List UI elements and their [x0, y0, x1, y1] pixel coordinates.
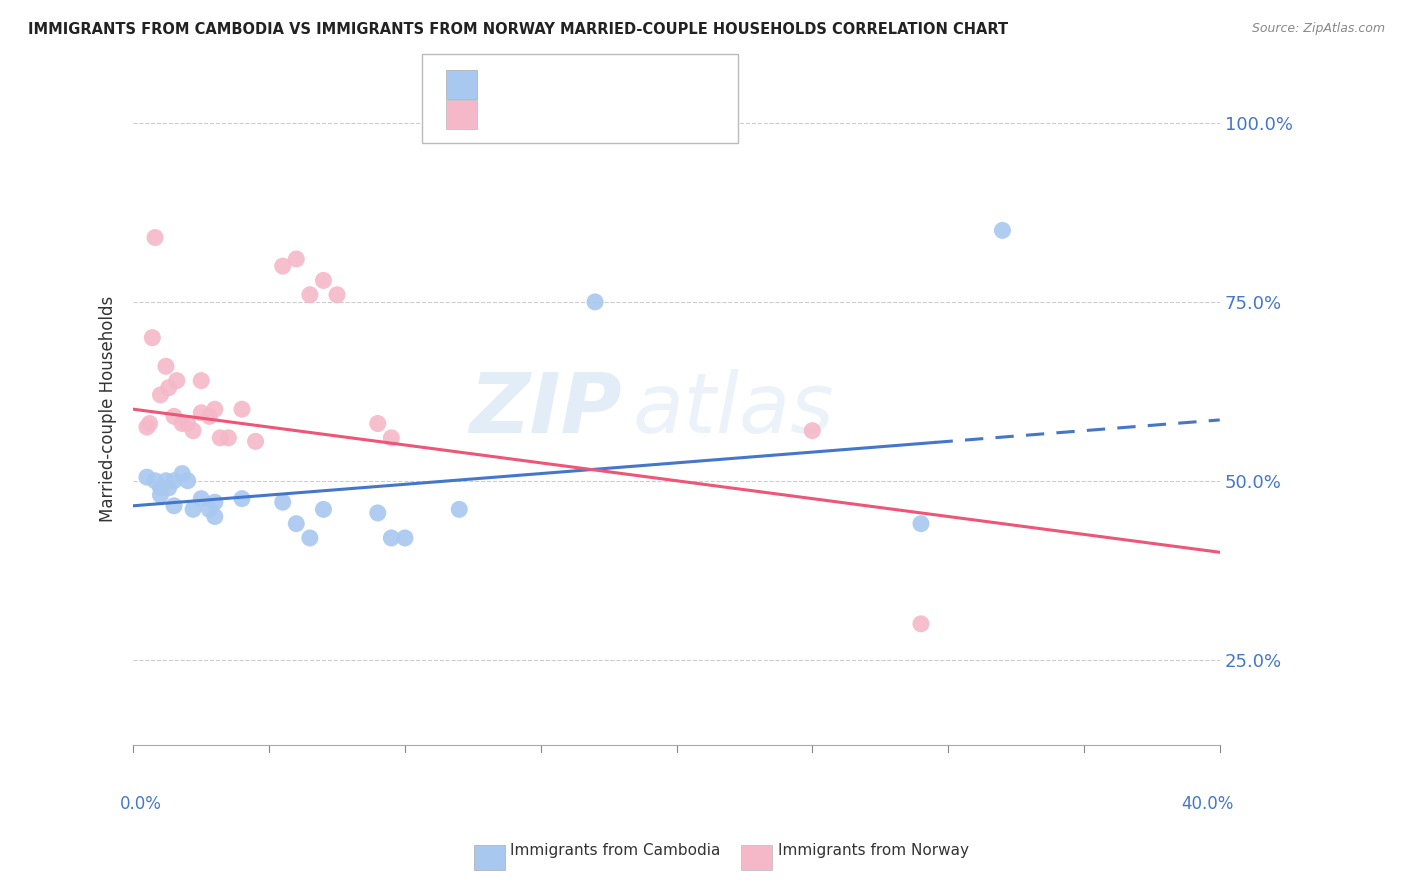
- Point: [285, 516, 308, 531]
- Point: [166, 374, 188, 388]
- Point: [326, 287, 349, 301]
- Point: [149, 488, 172, 502]
- Point: [157, 381, 180, 395]
- Point: [204, 509, 226, 524]
- Point: [367, 506, 389, 520]
- Point: [198, 502, 221, 516]
- Point: [181, 424, 204, 438]
- Y-axis label: Married-couple Households: Married-couple Households: [100, 296, 117, 523]
- Text: 40.0%: 40.0%: [1181, 796, 1233, 814]
- Point: [155, 474, 177, 488]
- Point: [138, 417, 160, 431]
- Point: [143, 230, 166, 244]
- Point: [312, 273, 335, 287]
- Point: [176, 474, 198, 488]
- Point: [163, 474, 186, 488]
- Text: Source: ZipAtlas.com: Source: ZipAtlas.com: [1251, 22, 1385, 36]
- Point: [190, 491, 212, 506]
- Point: [231, 491, 253, 506]
- Point: [285, 252, 308, 266]
- Text: Immigrants from Norway: Immigrants from Norway: [778, 843, 969, 858]
- Point: [910, 616, 932, 631]
- Point: [583, 294, 606, 309]
- Point: [394, 531, 416, 545]
- Text: R = -0.298   N = 29: R = -0.298 N = 29: [488, 105, 651, 124]
- Point: [155, 359, 177, 374]
- Text: ZIP: ZIP: [470, 368, 623, 450]
- Point: [271, 259, 294, 273]
- Point: [991, 223, 1014, 237]
- Point: [449, 502, 471, 516]
- Point: [198, 409, 221, 424]
- Point: [172, 417, 194, 431]
- Text: Immigrants from Cambodia: Immigrants from Cambodia: [510, 843, 721, 858]
- Point: [298, 287, 321, 301]
- Text: atlas: atlas: [633, 368, 835, 450]
- Point: [135, 470, 157, 484]
- Point: [204, 402, 226, 417]
- Text: R =  0.287   N = 27: R = 0.287 N = 27: [488, 75, 650, 94]
- Point: [380, 431, 402, 445]
- Point: [135, 420, 157, 434]
- Point: [271, 495, 294, 509]
- Point: [143, 474, 166, 488]
- Point: [298, 531, 321, 545]
- Point: [149, 388, 172, 402]
- Point: [217, 431, 239, 445]
- Point: [163, 499, 186, 513]
- Point: [312, 502, 335, 516]
- Point: [204, 495, 226, 509]
- Point: [231, 402, 253, 417]
- Point: [190, 406, 212, 420]
- Point: [910, 516, 932, 531]
- Point: [163, 409, 186, 424]
- Point: [367, 417, 389, 431]
- Point: [801, 424, 824, 438]
- Point: [172, 467, 194, 481]
- Point: [209, 431, 232, 445]
- Point: [190, 374, 212, 388]
- Point: [181, 502, 204, 516]
- Point: [380, 531, 402, 545]
- Point: [149, 481, 172, 495]
- Point: [176, 417, 198, 431]
- Point: [245, 434, 267, 449]
- Text: 0.0%: 0.0%: [120, 796, 162, 814]
- Point: [157, 481, 180, 495]
- Text: IMMIGRANTS FROM CAMBODIA VS IMMIGRANTS FROM NORWAY MARRIED-COUPLE HOUSEHOLDS COR: IMMIGRANTS FROM CAMBODIA VS IMMIGRANTS F…: [28, 22, 1008, 37]
- Point: [141, 331, 163, 345]
